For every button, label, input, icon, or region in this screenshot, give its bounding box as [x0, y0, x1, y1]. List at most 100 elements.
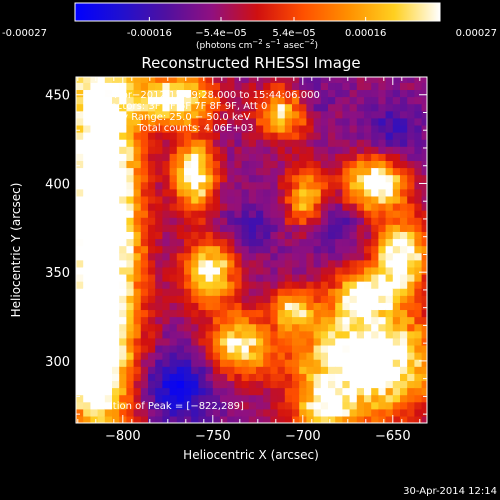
- heatmap-cell: [407, 401, 415, 410]
- heatmap-cell: [162, 160, 171, 169]
- heatmap-cell: [148, 103, 156, 112]
- heatmap-cell: [270, 387, 279, 396]
- heatmap-cell: [126, 352, 135, 360]
- heatmap-cell: [328, 202, 336, 211]
- heatmap-cell: [364, 415, 372, 423]
- heatmap-cell: [392, 188, 401, 197]
- heatmap-cell: [140, 266, 149, 275]
- heatmap-cell: [400, 380, 408, 389]
- heatmap-cell: [155, 401, 163, 410]
- heatmap-cell: [277, 266, 286, 275]
- heatmap-cell: [407, 316, 415, 325]
- heatmap-cell: [313, 352, 322, 360]
- heatmap-cell: [378, 217, 387, 225]
- heatmap-cell: [184, 202, 192, 211]
- heatmap-cell: [148, 295, 156, 303]
- heatmap-cell: [104, 415, 113, 423]
- heatmap-cell: [385, 359, 394, 367]
- heatmap-cell: [306, 132, 315, 140]
- heatmap-cell: [191, 415, 199, 423]
- heatmap-cell: [148, 231, 156, 240]
- heatmap-cell: [191, 110, 199, 119]
- heatmap-cell: [256, 387, 264, 396]
- heatmap-cell: [284, 146, 293, 154]
- heatmap-cell: [292, 387, 300, 396]
- heatmap-cell: [140, 394, 149, 403]
- heatmap-cell: [356, 117, 365, 126]
- heatmap-cell: [277, 380, 286, 389]
- heatmap-cell: [90, 309, 99, 318]
- heatmap-cell: [378, 139, 387, 147]
- heatmap-cell: [191, 139, 199, 147]
- heatmap-cell: [198, 77, 207, 83]
- heatmap-cell: [234, 344, 243, 353]
- heatmap-cell: [256, 266, 264, 275]
- heatmap-cell: [169, 195, 178, 204]
- heatmap-cell: [414, 352, 423, 360]
- heatmap-cell: [234, 139, 243, 147]
- heatmap-cell: [328, 231, 336, 240]
- heatmap-cell: [392, 337, 401, 346]
- heatmap-cell: [392, 146, 401, 154]
- heatmap-cell: [292, 323, 300, 332]
- heatmap-cell: [184, 259, 192, 268]
- heatmap-cell: [392, 77, 401, 83]
- heatmap-cell: [421, 146, 427, 154]
- heatmap-cell: [140, 139, 149, 147]
- heatmap-cell: [76, 366, 84, 374]
- heatmap-cell: [220, 139, 228, 147]
- heatmap-cell: [385, 96, 394, 105]
- heatmap-cell: [299, 359, 307, 367]
- heatmap-cell: [227, 103, 235, 112]
- heatmap-cell: [356, 394, 365, 403]
- heatmap-cell: [342, 160, 351, 169]
- colorbar-tick-label: 0.00016: [345, 28, 386, 39]
- heatmap-cell: [162, 330, 171, 339]
- heatmap-cell: [392, 231, 401, 240]
- heatmap-cell: [284, 181, 293, 190]
- heatmap-cell: [90, 323, 99, 332]
- heatmap-cell: [212, 89, 221, 98]
- heatmap-cell: [90, 394, 99, 403]
- heatmap-cell: [184, 210, 192, 218]
- heatmap-cell: [241, 181, 250, 190]
- heatmap-cell: [140, 195, 149, 204]
- heatmap-cell: [198, 217, 207, 225]
- heatmap-cell: [241, 245, 250, 254]
- heatmap-cell: [198, 89, 207, 98]
- heatmap-cell: [313, 167, 322, 176]
- heatmap-cell: [176, 380, 185, 389]
- heatmap-cell: [270, 195, 279, 204]
- heatmap-cell: [407, 330, 415, 339]
- heatmap-cell: [407, 139, 415, 147]
- heatmap-cell: [205, 394, 214, 403]
- heatmap-cell: [371, 195, 379, 204]
- heatmap-cell: [371, 181, 379, 190]
- heatmap-cell: [241, 139, 250, 147]
- heatmap-cell: [227, 160, 235, 169]
- heatmap-cell: [76, 174, 84, 183]
- heatmap-cell: [349, 202, 358, 211]
- heatmap-cell: [421, 238, 427, 247]
- heatmap-cell: [299, 139, 307, 147]
- heatmap-cell: [97, 373, 106, 382]
- heatmap-cell: [126, 259, 135, 268]
- heatmap-cell: [205, 188, 214, 197]
- heatmap-cell: [169, 231, 178, 240]
- heatmap-cell: [364, 352, 372, 360]
- heatmap-cell: [292, 202, 300, 211]
- heatmap-cell: [335, 337, 343, 346]
- heatmap-cell: [256, 295, 264, 303]
- heatmap-cell: [184, 117, 192, 126]
- heatmap-cell: [76, 359, 84, 367]
- heatmap-cell: [133, 273, 142, 282]
- heatmap-cell: [227, 224, 235, 232]
- heatmap-cell: [378, 238, 387, 247]
- heatmap-cell: [320, 259, 329, 268]
- heatmap-cell: [241, 359, 250, 367]
- heatmap-cell: [263, 337, 271, 346]
- heatmap-cell: [277, 217, 286, 225]
- heatmap-cell: [371, 238, 379, 247]
- heatmap-cell: [421, 344, 427, 353]
